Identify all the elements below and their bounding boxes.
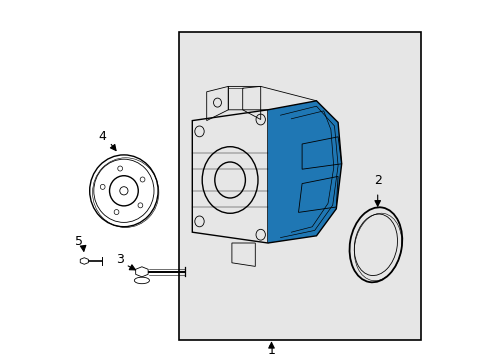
Text: 2: 2 <box>373 174 381 187</box>
Text: 1: 1 <box>267 345 275 357</box>
Text: 3: 3 <box>116 253 124 266</box>
Polygon shape <box>267 101 341 243</box>
Bar <box>179 32 420 340</box>
Text: 5: 5 <box>75 235 83 248</box>
Text: 4: 4 <box>98 130 106 143</box>
